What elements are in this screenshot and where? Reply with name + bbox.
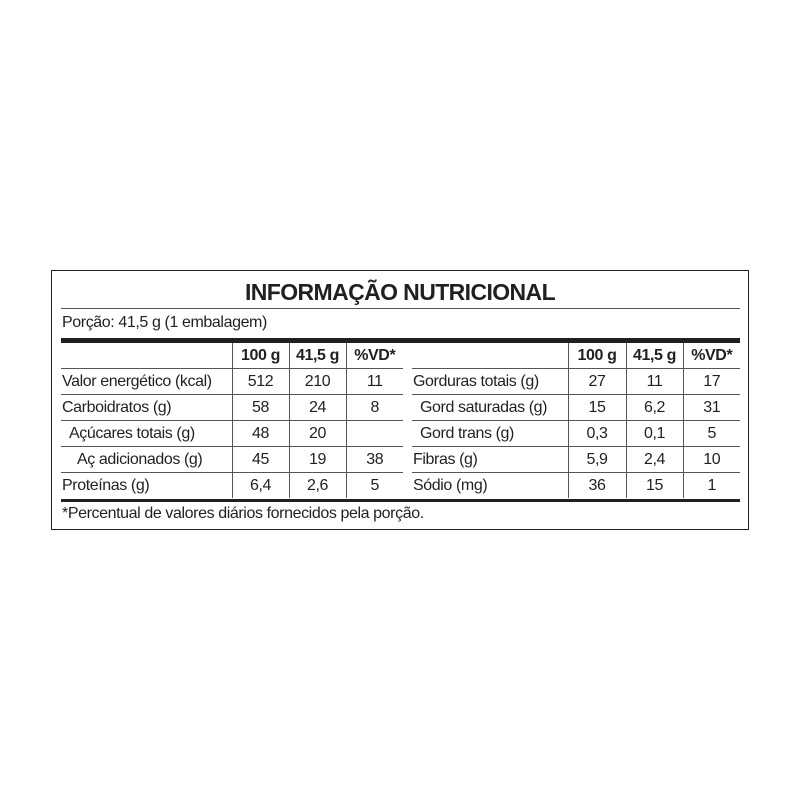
table-row: Açúcares totais (g) 48 20	[61, 420, 403, 447]
value-vd: 5	[682, 420, 740, 447]
nutrition-facts-label: INFORMAÇÃO NUTRICIONAL Porção: 41,5 g (1…	[51, 270, 749, 530]
value-100g: 6,4	[231, 472, 289, 498]
nutrient-name: Carboidratos (g)	[61, 394, 232, 421]
table-row: Gord saturadas (g) 15 6,2 31	[412, 394, 740, 421]
header-vd: %VD*	[345, 343, 403, 369]
value-portion: 15	[625, 472, 683, 498]
table-row: Fibras (g) 5,9 2,4 10	[412, 446, 740, 473]
header-blank	[412, 343, 568, 369]
nutrient-name: Açúcares totais (g)	[61, 420, 232, 447]
value-vd: 31	[682, 394, 740, 421]
value-100g: 48	[231, 420, 289, 447]
nutrient-name: Valor energético (kcal)	[61, 368, 232, 395]
table-row: Gord trans (g) 0,3 0,1 5	[412, 420, 740, 447]
value-100g: 512	[231, 368, 289, 395]
value-vd: 5	[345, 472, 403, 498]
table-header-row: 100 g 41,5 g %VD*	[412, 343, 740, 369]
value-vd: 8	[345, 394, 403, 421]
table-row: Aç adicionados (g) 45 19 38	[61, 446, 403, 473]
value-100g: 15	[567, 394, 626, 421]
header-portion: 41,5 g	[625, 343, 683, 369]
nutrient-name: Gord saturadas (g)	[412, 394, 568, 421]
value-portion: 19	[288, 446, 346, 473]
nutrient-name: Gord trans (g)	[412, 420, 568, 447]
header-100g: 100 g	[231, 343, 289, 369]
header-vd: %VD*	[682, 343, 740, 369]
nutrition-table-left: 100 g 41,5 g %VD* Valor energético (kcal…	[61, 343, 403, 498]
value-100g: 36	[567, 472, 626, 498]
value-vd: 38	[345, 446, 403, 473]
divider	[61, 308, 740, 309]
value-100g: 5,9	[567, 446, 626, 473]
divider-thick	[61, 499, 740, 502]
table-row: Carboidratos (g) 58 24 8	[61, 394, 403, 421]
table-header-row: 100 g 41,5 g %VD*	[61, 343, 403, 369]
value-portion: 210	[288, 368, 346, 395]
value-portion: 20	[288, 420, 346, 447]
value-portion: 6,2	[625, 394, 683, 421]
table-row: Valor energético (kcal) 512 210 11	[61, 368, 403, 395]
footnote: *Percentual de valores diários fornecido…	[62, 505, 424, 522]
portion-size: Porção: 41,5 g (1 embalagem)	[62, 314, 267, 331]
nutrient-name: Aç adicionados (g)	[61, 446, 232, 473]
value-portion: 2,4	[625, 446, 683, 473]
value-vd: 10	[682, 446, 740, 473]
header-100g: 100 g	[567, 343, 626, 369]
nutrient-name: Proteínas (g)	[62, 476, 150, 494]
value-vd: 11	[345, 368, 403, 395]
nutrient-name: Gorduras totais (g)	[412, 368, 568, 395]
value-vd: 1	[682, 472, 740, 498]
table-row: Gorduras totais (g) 27 11 17	[412, 368, 740, 395]
table-row: Proteínas (g) 6,4 2,6 5	[61, 472, 403, 498]
value-portion: 0,1	[625, 420, 683, 447]
nutrient-name: Sódio (mg)	[413, 476, 488, 494]
nutrition-table-right: 100 g 41,5 g %VD* Gorduras totais (g) 27 1…	[412, 343, 740, 498]
value-portion: 24	[288, 394, 346, 421]
value-portion: 2,6	[288, 472, 346, 498]
value-100g: 45	[231, 446, 289, 473]
value-100g: 27	[567, 368, 626, 395]
table-row: Sódio (mg) 36 15 1	[412, 472, 740, 498]
value-portion: 11	[625, 368, 683, 395]
header-portion: 41,5 g	[288, 343, 346, 369]
value-100g: 0,3	[567, 420, 626, 447]
value-vd: 17	[682, 368, 740, 395]
nutrient-name: Fibras (g)	[412, 446, 568, 473]
divider-thick	[61, 338, 740, 343]
value-100g: 58	[231, 394, 289, 421]
value-vd	[345, 420, 403, 447]
header-blank	[61, 343, 232, 369]
label-title: INFORMAÇÃO NUTRICIONAL	[244, 279, 556, 305]
